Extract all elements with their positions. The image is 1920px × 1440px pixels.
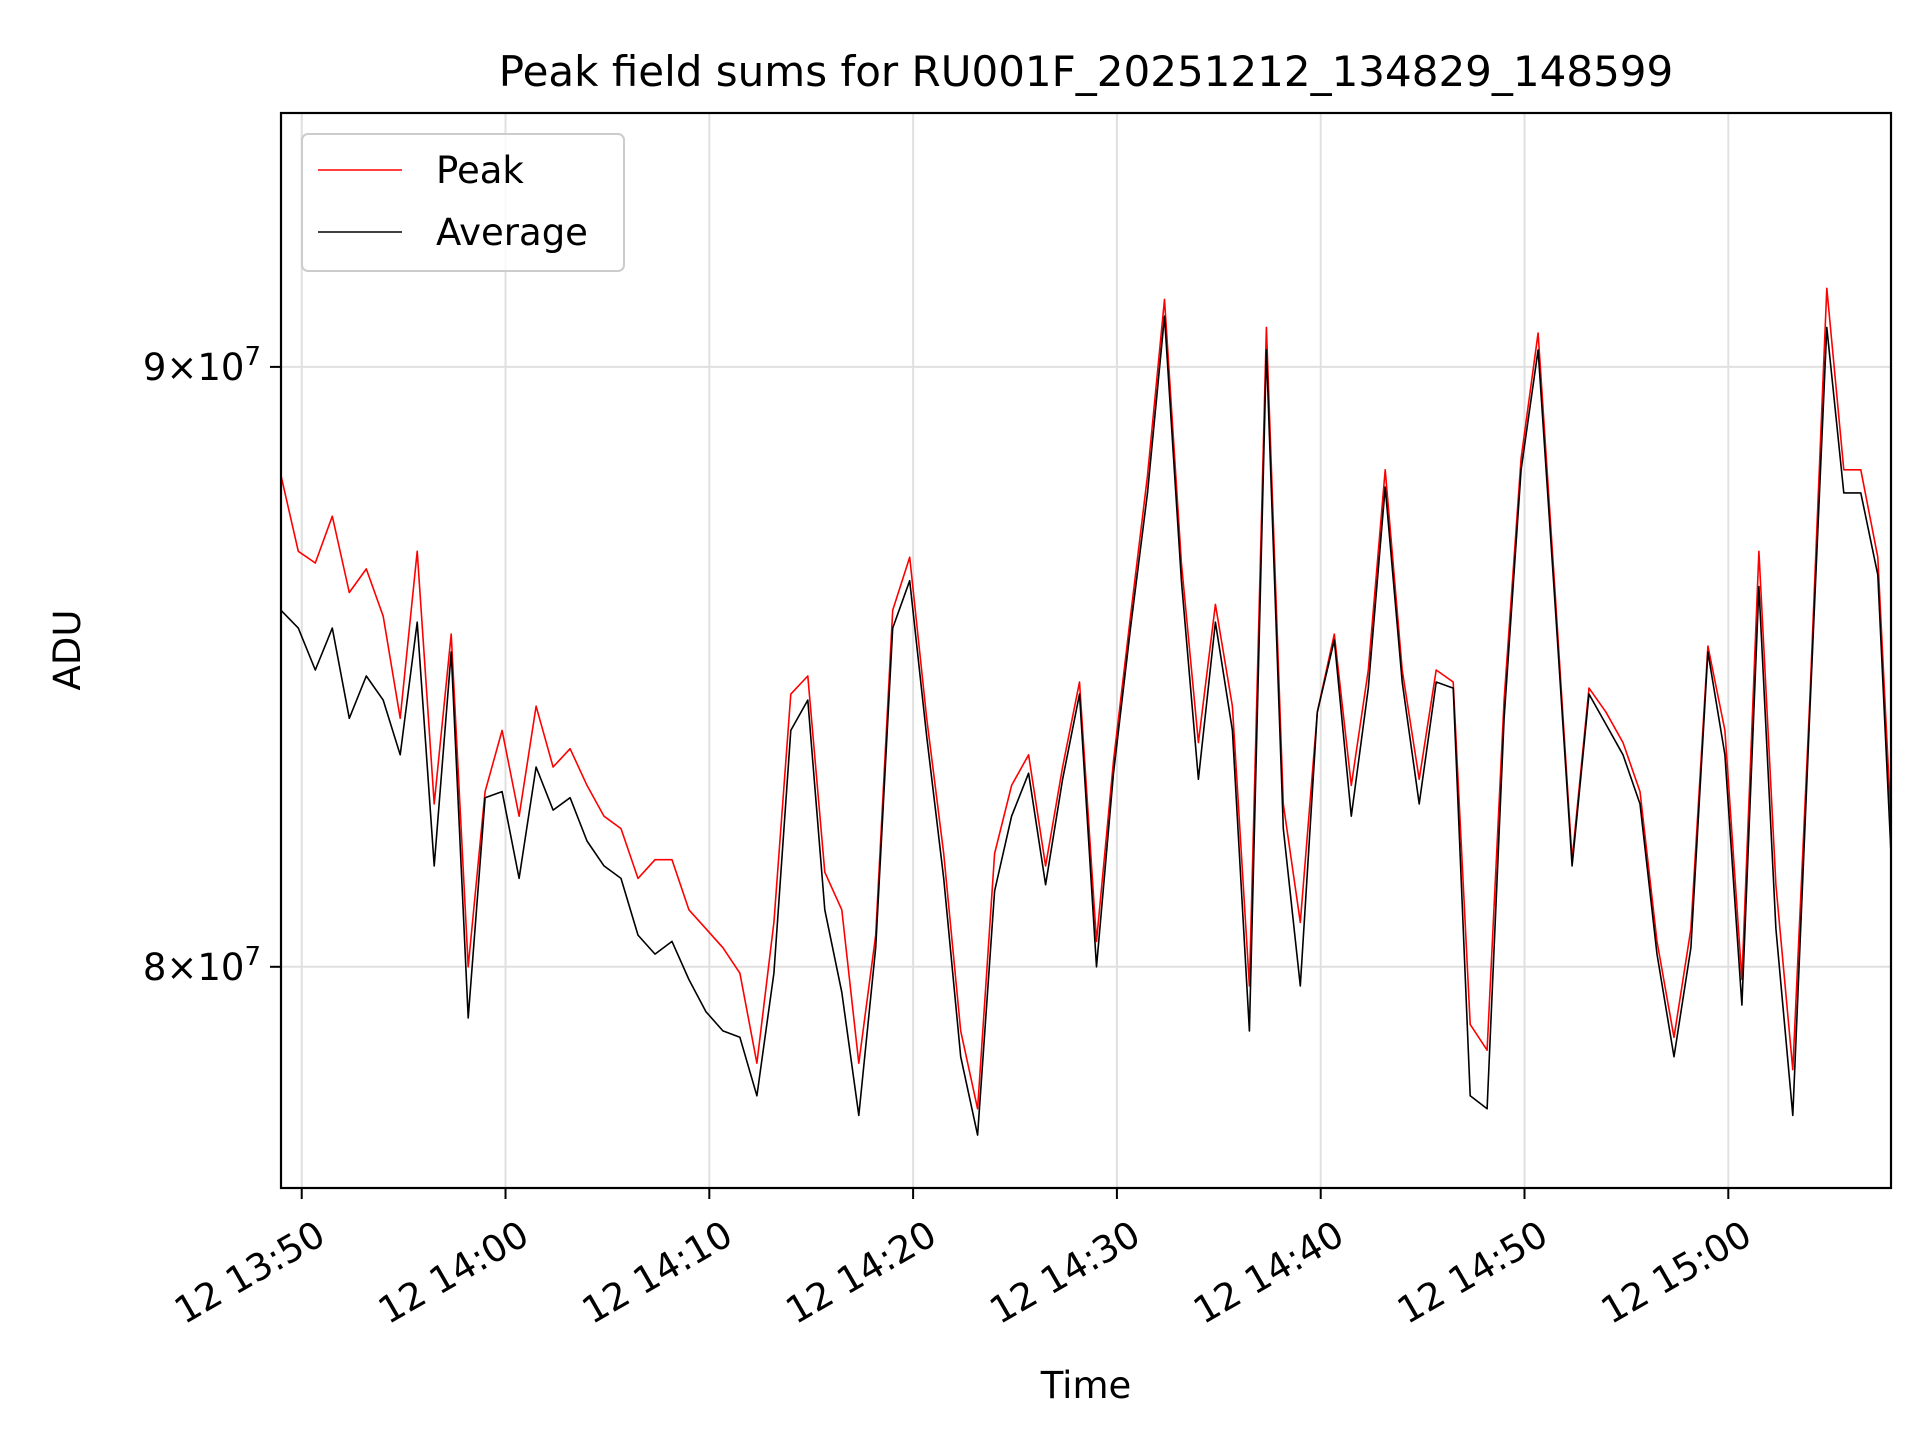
y-tick-label: 8×107 (143, 942, 261, 989)
legend-label-average: Average (436, 211, 588, 254)
y-tick-label: 9×107 (143, 342, 261, 389)
plot-area-series (280, 287, 1892, 1136)
y-axis: 8×107 9×107 (143, 342, 281, 989)
chart-title: Peak field sums for RU001F_20251212_1348… (499, 47, 1673, 96)
x-axis-label: Time (1040, 1364, 1132, 1407)
y-axis-label: ADU (46, 610, 89, 691)
series-line-peak (280, 287, 1892, 1110)
legend-frame (301, 133, 625, 272)
axes-frame (279, 111, 1893, 1190)
legend: Peak Average (301, 133, 625, 272)
grid (281, 113, 1891, 1188)
series-line-average (280, 315, 1892, 1136)
legend-label-peak: Peak (436, 149, 524, 192)
